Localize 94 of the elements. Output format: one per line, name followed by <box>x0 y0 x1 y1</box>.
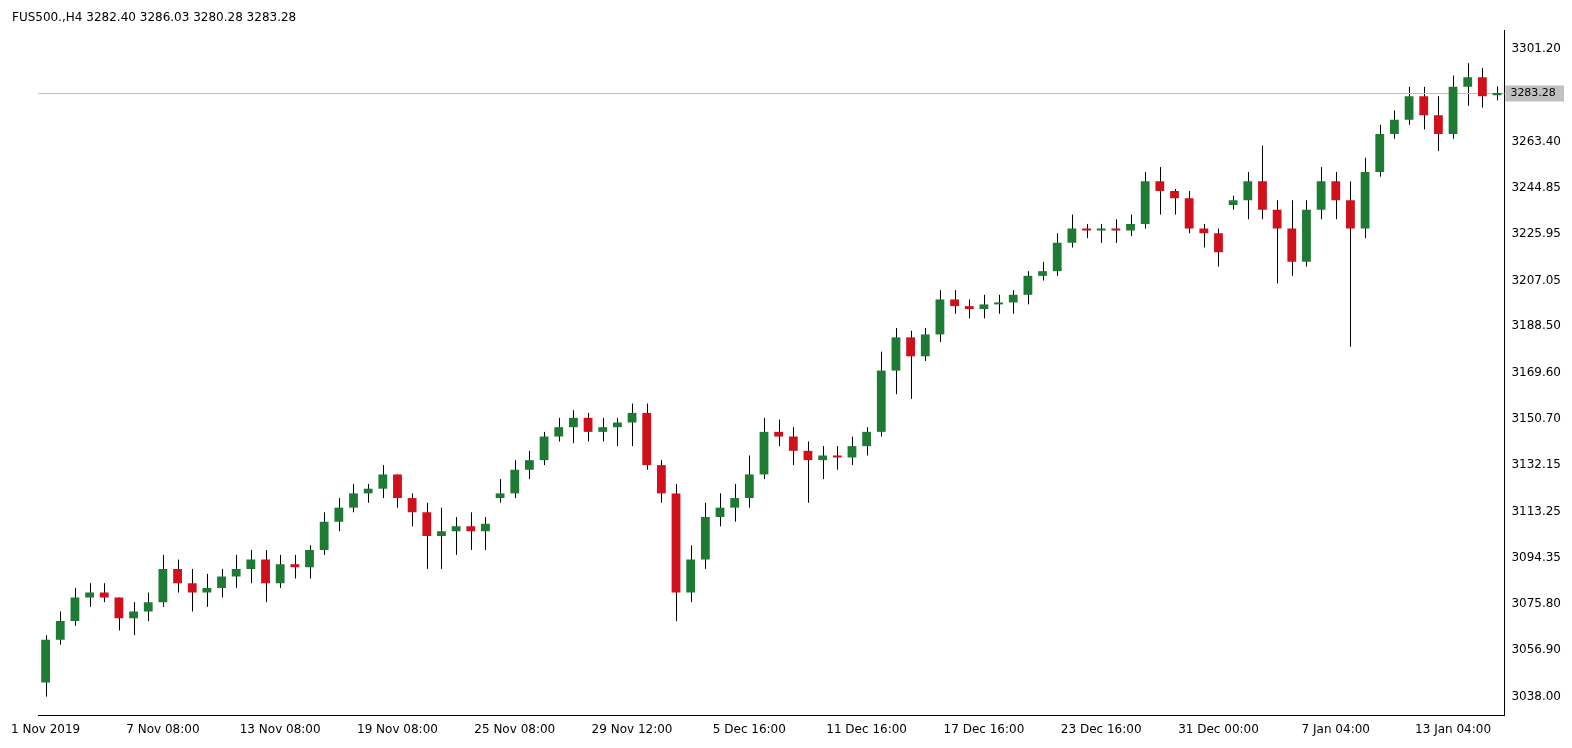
y-tick-label: 3169.60 <box>1511 364 1561 379</box>
x-tick-label: 29 Nov 12:00 <box>591 721 673 736</box>
candlestick <box>495 478 505 504</box>
x-tick-label: 17 Dec 16:00 <box>943 721 1025 736</box>
candlestick <box>964 298 974 319</box>
candlestick <box>1023 270 1033 305</box>
candlestick <box>994 294 1003 315</box>
x-tick-label: 1 Nov 2019 <box>10 721 81 736</box>
y-tick-label: 3188.50 <box>1511 318 1561 333</box>
candlestick <box>906 330 916 400</box>
candlestick <box>437 507 446 570</box>
candlestick <box>788 426 798 466</box>
candlestick <box>832 445 842 471</box>
y-tick-label: 3113.25 <box>1511 503 1561 518</box>
candlestick <box>1463 62 1473 107</box>
y-tick-label: 3056.90 <box>1511 642 1561 657</box>
candlestick <box>950 289 959 315</box>
candlestick <box>818 445 828 480</box>
candlestick <box>1170 188 1179 216</box>
candlestick <box>481 516 490 551</box>
candlestick <box>407 492 417 527</box>
candlestick <box>510 459 520 499</box>
candlestick <box>1390 109 1399 140</box>
candlestick <box>1331 171 1341 220</box>
candlestick <box>1067 214 1077 249</box>
x-tick-label: 23 Dec 16:00 <box>1060 721 1142 736</box>
candlestick <box>305 544 314 580</box>
candlestick <box>422 502 432 570</box>
candlestick <box>1243 171 1253 220</box>
x-tick-label: 11 Dec 16:00 <box>826 721 907 736</box>
y-tick-label: 3132.15 <box>1511 457 1561 472</box>
y-tick-label: 3244.85 <box>1511 179 1561 194</box>
candlestick <box>129 601 138 636</box>
candlestick <box>246 549 256 584</box>
candlestick <box>598 417 608 442</box>
y-tick-label: 3263.40 <box>1511 134 1561 149</box>
x-tick-label: 5 Dec 16:00 <box>712 721 786 736</box>
x-tick-label: 7 Jan 04:00 <box>1301 721 1370 736</box>
candlestick <box>554 417 564 442</box>
candlestick <box>55 611 65 646</box>
x-tick-label: 31 Dec 00:00 <box>1178 721 1259 736</box>
candlestick <box>1126 214 1135 237</box>
candlestick <box>583 412 593 442</box>
chart-title: FUS500.,H4 3282.40 3286.03 3280.28 3283.28 <box>12 10 297 24</box>
candlestick <box>275 554 285 589</box>
candlestick <box>525 450 534 480</box>
candlestick <box>202 573 212 608</box>
candlestick <box>1111 218 1121 244</box>
candlestick <box>730 483 740 523</box>
x-tick-label: 7 Nov 08:00 <box>126 721 200 736</box>
candlestick <box>70 587 80 627</box>
y-tick-label: 3301.20 <box>1511 41 1561 56</box>
y-tick-label: 3150.70 <box>1511 411 1561 426</box>
candlestick <box>1038 261 1047 282</box>
candlestick <box>1404 86 1414 126</box>
ref-line-label: 3283.28 <box>1510 86 1556 100</box>
candlestick <box>920 327 930 362</box>
x-tick-label: 25 Nov 08:00 <box>474 721 556 736</box>
candlestick <box>143 592 153 622</box>
candlestick <box>1008 289 1018 315</box>
candlestick <box>1272 199 1282 284</box>
candlestick <box>569 409 578 444</box>
candlestick <box>862 426 872 456</box>
x-tick-label: 13 Nov 08:00 <box>239 721 321 736</box>
candlestick <box>1477 67 1487 109</box>
candlestick <box>451 516 461 556</box>
candlestick <box>627 403 637 447</box>
candlestick <box>114 596 124 631</box>
candlestick <box>1214 228 1223 267</box>
candlestick <box>1434 95 1443 152</box>
candlestick <box>349 483 358 513</box>
candlestick <box>1419 86 1429 130</box>
candlestick <box>466 511 476 551</box>
y-tick-label: 3225.95 <box>1511 226 1561 241</box>
candlestick <box>774 419 784 447</box>
candlestick <box>1096 223 1106 244</box>
y-tick-label: 3038.00 <box>1511 688 1561 703</box>
candlestick <box>378 464 388 499</box>
candlestick <box>979 294 989 319</box>
x-tick-label: 13 Jan 04:00 <box>1415 721 1492 736</box>
candlestick <box>261 549 270 603</box>
candlestick <box>334 497 344 532</box>
y-tick-label: 3207.05 <box>1511 272 1561 287</box>
x-tick-label: 19 Nov 08:00 <box>357 721 438 736</box>
candlestick <box>290 554 300 580</box>
y-tick-label: 3075.80 <box>1511 595 1561 610</box>
candlestick <box>173 559 182 594</box>
candlestick <box>187 568 197 613</box>
candlestick <box>231 554 241 589</box>
candlestick <box>744 454 754 509</box>
y-tick-label: 3094.35 <box>1511 550 1561 565</box>
candlestick <box>217 568 226 598</box>
candlestick <box>393 473 402 509</box>
candlestick <box>1155 166 1165 216</box>
